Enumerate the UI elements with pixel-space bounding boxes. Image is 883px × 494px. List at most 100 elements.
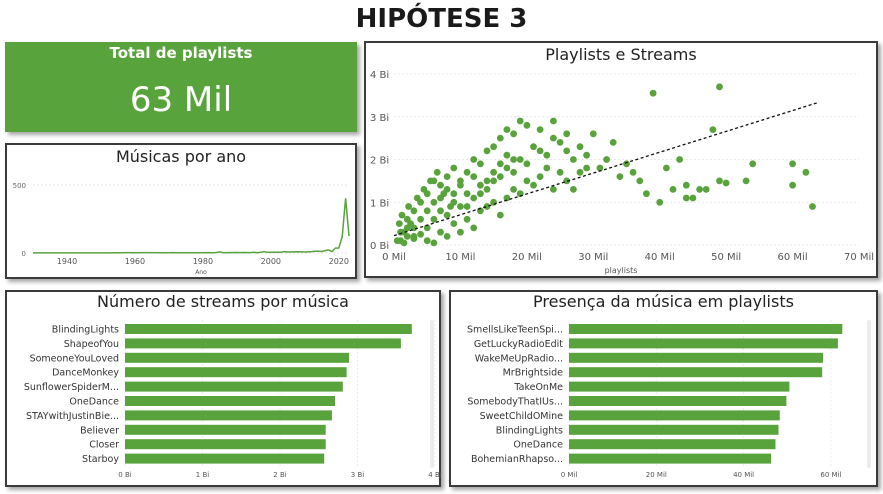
- data-point: [400, 239, 408, 247]
- category-label: BlindingLights: [52, 325, 119, 336]
- data-point: [516, 117, 524, 125]
- data-point: [623, 160, 630, 168]
- bar: [125, 396, 335, 406]
- data-point: [423, 224, 431, 232]
- data-point: [716, 83, 723, 91]
- x-tick-label: 60 Mil: [820, 471, 841, 479]
- chart-card-musicas-por-ano[interactable]: Músicas por ano 0 500 1940 1960 1980 2000 2020…: [5, 143, 357, 279]
- data-point: [510, 186, 517, 193]
- category-label: SmellsLikeTeenSpi...: [467, 325, 563, 336]
- y-tick-label: 4 Bi: [370, 70, 389, 81]
- data-point: [447, 203, 454, 210]
- data-point: [702, 186, 710, 193]
- data-point: [563, 177, 571, 185]
- data-point: [556, 139, 564, 146]
- data-point: [490, 177, 497, 185]
- data-point: [523, 160, 531, 168]
- data-point: [483, 186, 491, 193]
- category-label: SomeoneYouLoved: [30, 353, 119, 364]
- data-point: [490, 143, 497, 151]
- chart-title: Número de streams por música: [97, 292, 349, 311]
- data-point: [510, 130, 517, 138]
- data-point: [437, 228, 444, 236]
- line-chart-musicas-por-ano[interactable]: 0 500 1940 1960 1980 2000 2020 Ano: [7, 145, 355, 277]
- kpi-card-total-playlists[interactable]: Total de playlists 63 Mil: [5, 42, 357, 132]
- data-point: [789, 181, 796, 189]
- data-point: [550, 186, 557, 193]
- data-point: [616, 173, 624, 181]
- data-point: [629, 168, 637, 176]
- x-tick-label: 20 Mil: [646, 471, 667, 479]
- x-tick-label: 70 Mil: [844, 252, 874, 263]
- x-tick-label: 1940: [57, 257, 77, 266]
- category-label: STAYwithJustinBie...: [26, 411, 119, 422]
- bar: [125, 453, 325, 464]
- bar: [569, 396, 787, 406]
- data-point: [410, 233, 418, 240]
- data-point: [536, 147, 544, 155]
- bar: [569, 381, 790, 392]
- chart-card-streams-por-musica[interactable]: Número de streams por música 0 Bi 1 Bi 2 B…: [5, 290, 442, 487]
- data-point: [457, 228, 464, 236]
- bar-chart-streams-por-musica[interactable]: 0 Bi 1 Bi 2 Bi 3 Bi 4 Bi BlindingLights Shapeo…: [7, 292, 442, 485]
- y-tick-label: 0 Bi: [370, 241, 389, 252]
- data-point: [395, 220, 403, 228]
- data-point: [483, 203, 491, 210]
- x-tick-label: 1 Bi: [196, 471, 209, 479]
- data-point: [450, 220, 458, 228]
- data-point: [536, 126, 544, 133]
- data-point: [496, 211, 504, 219]
- data-point: [510, 168, 517, 176]
- x-axis-label: playlists: [605, 266, 638, 275]
- scatter-chart-playlists-e-streams[interactable]: 0 Bi 1 Bi 2 Bi 3 Bi 4 Bi 0 Mil 10 Mil 20 Mil 30 …: [366, 43, 876, 276]
- data-point: [430, 198, 438, 206]
- data-point: [490, 198, 497, 206]
- x-tick-label: 3 Bi: [351, 471, 364, 479]
- data-point: [556, 168, 564, 176]
- data-point: [496, 160, 504, 168]
- data-point: [457, 203, 464, 210]
- data-point: [463, 190, 471, 198]
- data-point: [609, 139, 617, 146]
- y-tick-label: 500: [13, 182, 26, 190]
- category-label: ShapeofYou: [64, 339, 119, 350]
- data-point: [696, 186, 703, 193]
- chart-card-playlists-e-streams[interactable]: Playlists e Streams 0 Bi 1 Bi 2 Bi 3 Bi 4 Bi…: [364, 41, 878, 278]
- scrollbar-track: [430, 320, 434, 468]
- data-point: [576, 168, 584, 176]
- chart-title: Presença da música em playlists: [533, 292, 794, 311]
- y-tick-label: 2 Bi: [370, 156, 389, 167]
- bar: [125, 410, 332, 421]
- category-label: WakeMeUpRadio...: [475, 353, 563, 364]
- data-point: [496, 134, 504, 142]
- data-point: [536, 173, 544, 181]
- data-point: [430, 239, 438, 247]
- data-point: [410, 207, 418, 215]
- bar: [569, 338, 838, 349]
- category-label: BlindingLights: [496, 425, 563, 436]
- chart-card-presenca-em-playlists[interactable]: Presença da música em playlists 0 Mil 20 …: [449, 290, 878, 487]
- data-point: [430, 215, 438, 223]
- bar-chart-presenca-em-playlists[interactable]: 0 Mil 20 Mil 40 Mil 60 Mil SmellsLikeTeenSpi…: [451, 292, 876, 485]
- bar: [125, 381, 343, 392]
- data-point: [669, 186, 677, 193]
- data-point: [716, 177, 723, 185]
- category-label: SunflowerSpiderM...: [24, 382, 119, 393]
- bar: [569, 410, 780, 421]
- data-point: [443, 173, 451, 181]
- data-point: [463, 203, 471, 210]
- data-point: [570, 156, 577, 163]
- data-point: [649, 89, 657, 97]
- category-label: OneDance: [69, 397, 119, 408]
- data-point: [809, 203, 816, 210]
- y-tick-label: 0: [22, 250, 26, 258]
- data-point: [417, 215, 424, 223]
- data-point: [496, 173, 504, 181]
- data-point: [663, 164, 670, 172]
- x-tick-label: 40 Mil: [733, 471, 754, 479]
- page-title: HIPÓTESE 3: [355, 4, 528, 34]
- x-tick-label: 0 Mil: [382, 252, 406, 263]
- data-point: [530, 181, 537, 189]
- data-point: [437, 181, 444, 189]
- data-point: [543, 164, 551, 172]
